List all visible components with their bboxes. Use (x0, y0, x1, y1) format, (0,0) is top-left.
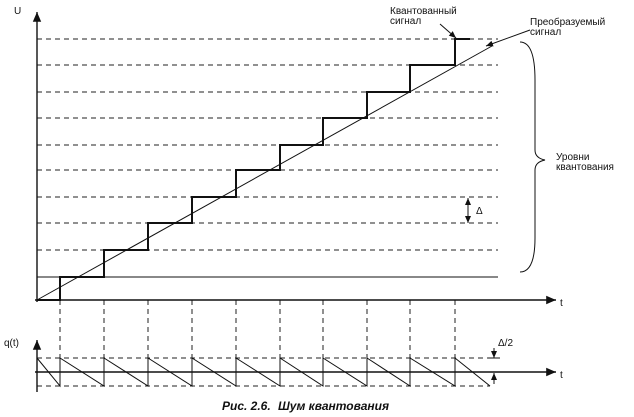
caption-number: Рис. 2.6. (222, 399, 271, 413)
label-line: квантования (556, 162, 614, 173)
pointer (439, 23, 457, 39)
label: Δ (476, 206, 483, 217)
caption: Рис. 2.6. Шум квантования (222, 399, 389, 413)
label: Δ/2 (498, 338, 513, 349)
geometry (36, 38, 498, 390)
label-line: Квантованный (390, 6, 460, 17)
label: Квантованный сигнал (390, 6, 460, 27)
quantized-signal (37, 38, 470, 301)
label-text: Уровни квантования (556, 152, 614, 173)
axis-label: t (560, 370, 563, 381)
label-text: Квантованный сигнал (390, 6, 460, 27)
caption-text: Шум квантования (278, 399, 389, 413)
axis-label: q(t) (4, 338, 19, 349)
label-text: Преобразуемый сигнал (530, 16, 608, 38)
label-line: Преобразуемый (530, 16, 608, 28)
label: Преобразуемый сигнал (530, 16, 608, 38)
label: Уровни квантования (556, 152, 614, 173)
brace (519, 41, 546, 273)
axis-label: U (14, 6, 21, 17)
label-line: сигнал (530, 27, 561, 38)
axis-label: t (560, 298, 563, 309)
input-signal (36, 45, 493, 301)
pointer (485, 29, 531, 47)
label-line: Уровни (556, 152, 592, 163)
label-line: сигнал (390, 16, 421, 27)
